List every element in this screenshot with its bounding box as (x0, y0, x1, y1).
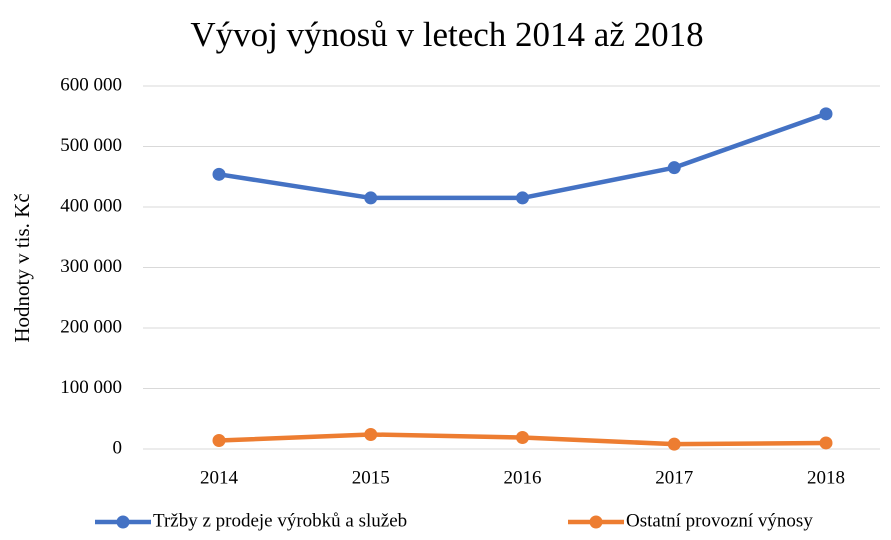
data-point (819, 107, 833, 121)
data-point (516, 191, 529, 205)
y-tick-label: 500 000 (60, 135, 122, 156)
series-line (218, 111, 827, 201)
legend-label: Tržby z prodeje výrobků a služeb (153, 510, 407, 531)
legend-label: Ostatní provozní výnosy (626, 510, 813, 531)
data-point (516, 431, 529, 445)
y-tick-label: 300 000 (60, 256, 122, 277)
x-tick-label: 2018 (807, 467, 845, 488)
data-point (212, 167, 226, 181)
y-axis-label: Hodnoty v tis. Kč (10, 193, 34, 342)
y-tick-label: 0 (113, 437, 123, 458)
legend-marker (589, 515, 603, 529)
x-tick-label: 2016 (504, 467, 542, 488)
data-point (364, 427, 378, 441)
y-tick-label: 400 000 (60, 195, 122, 216)
y-tick-label: 200 000 (60, 316, 122, 337)
data-point (667, 437, 681, 451)
x-tick-label: 2015 (352, 467, 390, 488)
data-point (212, 434, 226, 448)
data-point (819, 436, 833, 450)
data-point (364, 191, 378, 205)
chart-title: Vývoj výnosů v letech 2014 až 2018 (190, 15, 703, 54)
legend-marker (116, 515, 130, 529)
data-point (667, 161, 681, 175)
x-tick-label: 2014 (200, 467, 239, 488)
x-tick-label: 2017 (655, 467, 693, 488)
y-tick-label: 600 000 (60, 74, 122, 95)
y-tick-label: 100 000 (60, 377, 122, 398)
